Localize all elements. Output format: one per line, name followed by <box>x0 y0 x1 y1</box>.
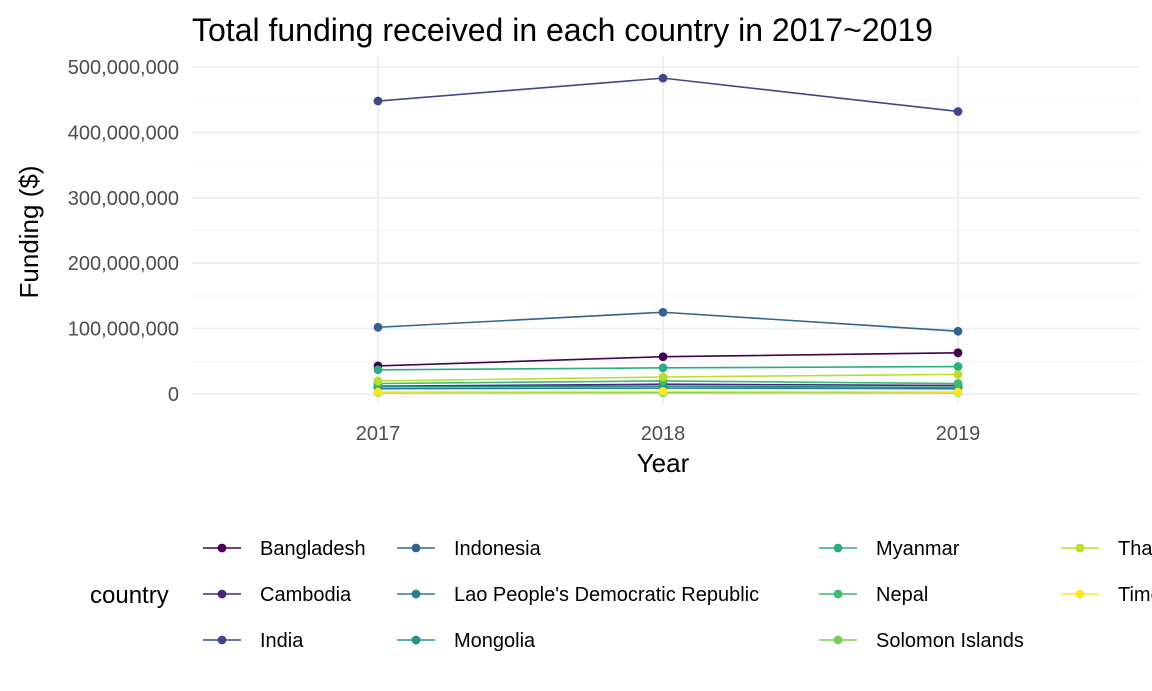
legend-key-point <box>833 589 843 599</box>
data-point <box>658 352 668 362</box>
data-point <box>953 348 963 358</box>
y-axis-ticks: 0 100,000,000 200,000,000 300,000,000 400,00… <box>68 57 179 406</box>
chart-title: Total funding received in each country i… <box>192 12 933 48</box>
legend-label: Mongolia <box>454 630 536 652</box>
data-point <box>373 322 383 332</box>
legend-item: Solomon Islands <box>819 630 1024 652</box>
legend-key-point <box>1075 589 1085 599</box>
x-axis-title: Year <box>637 448 690 478</box>
legend-item: Thailand <box>1061 538 1152 560</box>
legend: Bangladesh Cambodia India Indonesia Lao Peop… <box>203 538 1152 652</box>
data-point <box>953 107 963 116</box>
legend-item: Timor-Leste <box>1061 584 1152 606</box>
legend-title: country <box>90 582 169 609</box>
series-group <box>373 73 963 398</box>
data-point <box>953 362 963 371</box>
y-tick-label: 400,000,000 <box>68 122 179 144</box>
data-point <box>953 387 963 397</box>
data-point <box>658 307 668 317</box>
legend-label: Myanmar <box>876 538 960 560</box>
x-tick-label: 2018 <box>641 423 686 445</box>
data-point <box>658 363 668 373</box>
legend-label: Bangladesh <box>260 538 366 560</box>
y-axis-title: Funding ($) <box>14 166 44 299</box>
x-tick-label: 2019 <box>936 423 981 445</box>
data-point <box>373 376 383 386</box>
legend-item: India <box>203 630 304 652</box>
legend-key-point <box>217 589 227 599</box>
series-line <box>377 373 959 382</box>
legend-item: Mongolia <box>397 630 536 652</box>
legend-key-point <box>217 635 227 645</box>
data-point <box>373 387 383 397</box>
legend-key-point <box>411 543 421 553</box>
y-tick-label: 500,000,000 <box>68 57 179 79</box>
y-tick-label: 300,000,000 <box>68 188 179 210</box>
legend-item: Lao People's Democratic Republic <box>397 584 759 606</box>
legend-label: Solomon Islands <box>876 630 1024 652</box>
series-line <box>377 365 959 371</box>
y-tick-label: 200,000,000 <box>68 253 179 275</box>
legend-key-point <box>833 543 843 553</box>
legend-label: Nepal <box>876 584 928 606</box>
legend-label: Indonesia <box>454 538 542 560</box>
legend-label: India <box>260 630 304 652</box>
grid <box>192 56 1140 404</box>
legend-key-point <box>217 543 227 553</box>
legend-item: Myanmar <box>819 538 960 560</box>
data-point <box>373 96 383 106</box>
data-point <box>658 372 668 382</box>
series-line <box>377 387 959 390</box>
legend-label: Cambodia <box>260 584 352 606</box>
data-point <box>658 386 668 396</box>
legend-key-point <box>1075 543 1085 553</box>
series-line <box>377 380 959 385</box>
data-point <box>953 379 963 388</box>
legend-label: Timor-Leste <box>1118 584 1152 606</box>
legend-label: Thailand <box>1118 538 1152 560</box>
x-axis-ticks: 2017 2018 2019 <box>356 423 981 445</box>
data-point <box>658 73 668 83</box>
legend-item: Cambodia <box>203 584 352 606</box>
y-tick-label: 100,000,000 <box>68 319 179 341</box>
x-tick-label: 2017 <box>356 423 401 445</box>
legend-label: Lao People's Democratic Republic <box>454 584 759 606</box>
series-line <box>377 351 959 367</box>
data-point <box>373 365 383 375</box>
series-line <box>377 390 959 393</box>
legend-key-point <box>411 589 421 599</box>
series-line <box>377 385 959 389</box>
legend-item: Bangladesh <box>203 538 366 560</box>
legend-key-point <box>833 635 843 645</box>
legend-item: Nepal <box>819 584 928 606</box>
legend-item: Indonesia <box>397 538 542 560</box>
series-line <box>377 77 959 113</box>
data-point <box>953 369 963 379</box>
data-point <box>953 326 963 336</box>
legend-key-point <box>411 635 421 645</box>
y-tick-label: 0 <box>168 384 179 406</box>
